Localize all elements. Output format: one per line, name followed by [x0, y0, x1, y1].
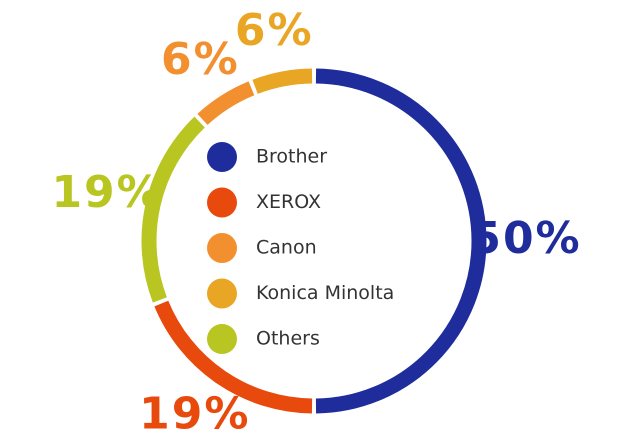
legend-label: Konica Minolta	[256, 282, 394, 304]
legend-label: Brother	[256, 146, 327, 168]
legend-label: Canon	[256, 237, 317, 259]
legend-swatch	[207, 324, 237, 354]
legend-swatch	[207, 278, 237, 309]
donut-segment	[252, 68, 313, 94]
legend-swatch	[207, 142, 237, 172]
value-label: 19%	[51, 167, 162, 218]
donut-segment	[197, 81, 255, 126]
value-label: 6%	[235, 5, 314, 56]
value-label: 19%	[139, 388, 250, 439]
donut-segment	[154, 300, 313, 414]
donut-segment	[141, 116, 205, 303]
legend-label: Others	[256, 328, 320, 350]
legend-swatch	[207, 233, 237, 263]
donut-segment	[315, 68, 487, 414]
legend-swatch	[207, 187, 237, 218]
legend-label: XEROX	[256, 191, 321, 213]
value-label: 6%	[161, 34, 240, 85]
value-label: 50%	[470, 213, 581, 264]
